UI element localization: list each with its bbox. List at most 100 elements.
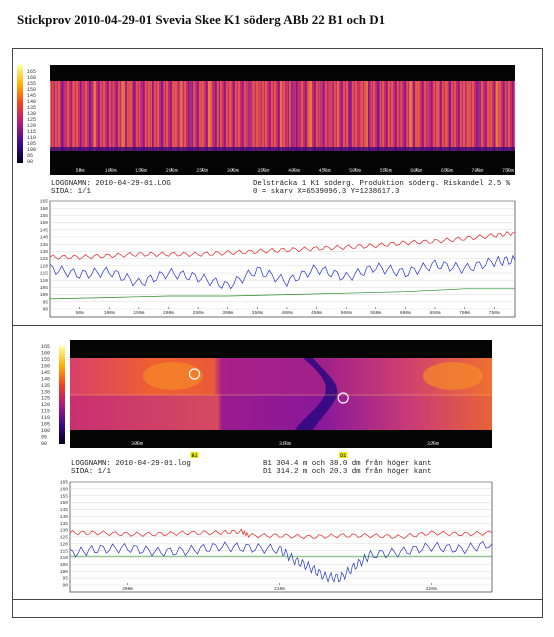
y-tick-label: 110 <box>40 278 49 284</box>
y-tick-label: 130 <box>40 249 49 255</box>
series-line <box>69 528 493 540</box>
y-tick-label: 115 <box>40 271 49 277</box>
marker-circle <box>188 368 201 380</box>
x-tick-label: 320m <box>426 586 437 592</box>
thermal-image-band-bottom <box>70 395 492 430</box>
y-tick-label: 150 <box>60 500 69 506</box>
thermal-image-band-top <box>70 358 492 395</box>
thermal-x-tick-label: 300m <box>131 441 143 447</box>
detail-scale-label: 120 <box>41 402 50 408</box>
thermal-x-tick-label: 400m <box>288 168 300 174</box>
x-tick-label: 500m <box>341 310 352 316</box>
x-tick-label: 200m <box>163 310 174 316</box>
detail-graphics: 1651601551501451401351301251201151101051… <box>41 340 493 593</box>
coordinate-info: 0 = skarv X=6539096.3 Y=1238617.3 <box>253 188 400 196</box>
overview-panel: 165 160 155 150 145 140 135 130 125 120 115 110 105 1… <box>12 48 543 326</box>
marker-badge <box>339 452 348 458</box>
x-tick-label: 600m <box>400 310 411 316</box>
y-tick-label: 150 <box>40 220 49 226</box>
temperature-scale-bar <box>17 65 23 163</box>
detail-scale-label: 155 <box>41 357 50 363</box>
y-tick-label: 100 <box>40 292 49 298</box>
thermal-x-tick-label: 600m <box>410 168 422 174</box>
temperature-scale-bar <box>59 346 65 444</box>
y-tick-label: 145 <box>60 507 69 513</box>
overview-scale-label: 115 <box>27 129 36 135</box>
thermal-x-tick-label: 200m <box>166 168 178 174</box>
thermal-x-tick-label: 450m <box>319 168 331 174</box>
y-tick-label: 160 <box>60 486 69 492</box>
series-line <box>69 540 493 584</box>
b1-info: B1 304.4 m och 38.0 dm från höger kant <box>263 460 432 468</box>
overview-scale-label: 160 <box>27 75 36 81</box>
overview-scale-label: 95 <box>27 153 33 159</box>
x-tick-label: 700m <box>459 310 470 316</box>
x-tick-label: 350m <box>252 310 263 316</box>
log-name: LOGGNAMN: 2010-04-29-01.LOG <box>51 180 171 188</box>
y-tick-label: 135 <box>60 521 69 527</box>
y-tick-label: 140 <box>60 514 69 520</box>
y-tick-label: 95 <box>62 576 68 582</box>
overview-scale-label: 150 <box>27 87 36 93</box>
x-tick-label: 400m <box>281 310 292 316</box>
marker-badge <box>190 452 199 458</box>
detail-scale-label: 160 <box>41 350 50 356</box>
detail-scale-label: 145 <box>41 370 50 376</box>
detail-scale-label: 150 <box>41 363 50 369</box>
overview-scale-label: 90 <box>27 159 33 165</box>
sample-markers: B1 D1 <box>188 368 349 459</box>
thermal-x-tick-label: 320m <box>427 441 439 447</box>
series-line <box>49 231 515 260</box>
detail-scale-label: 135 <box>41 383 50 389</box>
detail-panel: 165 160 155 150 145 140 135 130 125 120 115 110 105 1… <box>12 325 543 600</box>
overview-scale-label: 110 <box>27 135 36 141</box>
x-tick-label: 150m <box>133 310 144 316</box>
x-tick-label: 650m <box>430 310 441 316</box>
detail-scale-label: 125 <box>41 396 50 402</box>
bottom-strip <box>12 598 543 618</box>
thermal-x-tick-label: 150m <box>135 168 147 174</box>
overview-scale-label: 125 <box>27 117 36 123</box>
thermal-x-tick-label: 310m <box>279 441 291 447</box>
line-chart-frame <box>49 200 516 318</box>
thermal-x-tick-label: 750m <box>502 168 514 174</box>
overview-scale-label: 100 <box>27 147 36 153</box>
thermal-image-strip <box>50 81 515 151</box>
detail-scale-label: 165 <box>41 344 50 350</box>
line-chart-series <box>49 231 516 300</box>
y-tick-label: 95 <box>42 299 48 305</box>
d1-info: D1 314.2 m och 20.3 dm från höger kant <box>263 468 432 476</box>
marker-label: B1 <box>191 453 197 459</box>
series-line <box>49 288 515 300</box>
detail-scale-label: 140 <box>41 376 50 382</box>
marker-label: D1 <box>340 453 346 459</box>
overview-scale-label: 135 <box>27 105 36 111</box>
thermal-x-tick-label: 50m <box>75 168 84 174</box>
thermal-x-tick-label: 650m <box>441 168 453 174</box>
overview-scale-label: 130 <box>27 111 36 117</box>
y-tick-label: 120 <box>60 541 69 547</box>
thermal-x-tick-label: 300m <box>227 168 239 174</box>
y-tick-label: 100 <box>60 569 69 575</box>
y-tick-label: 155 <box>60 493 69 499</box>
overview-scale-label: 155 <box>27 81 36 87</box>
y-tick-label: 120 <box>40 263 49 269</box>
y-tick-label: 165 <box>60 480 69 486</box>
y-tick-label: 105 <box>40 285 49 291</box>
y-tick-label: 160 <box>40 206 49 212</box>
y-tick-label: 140 <box>40 235 49 241</box>
thermal-x-tick-label: 350m <box>257 168 269 174</box>
detail-scale-label: 130 <box>41 389 50 395</box>
thermal-x-tick-label: 550m <box>380 168 392 174</box>
temperature-scale-labels: 1651601551501451401351301251201151101051… <box>27 69 36 165</box>
detail-scale-label: 110 <box>41 415 50 421</box>
detail-scale-label: 115 <box>41 409 50 415</box>
y-tick-label: 145 <box>40 227 49 233</box>
overview-scale-label: 145 <box>27 93 36 99</box>
thermal-x-ticks: 300m 310m 320m <box>131 441 439 447</box>
x-tick-label: 50m <box>75 310 84 316</box>
series-line <box>49 254 516 290</box>
page-number: SIDA: 1/1 <box>51 188 91 196</box>
section-info: Delsträcka 1 K1 söderg. Produktion söder… <box>253 180 511 188</box>
